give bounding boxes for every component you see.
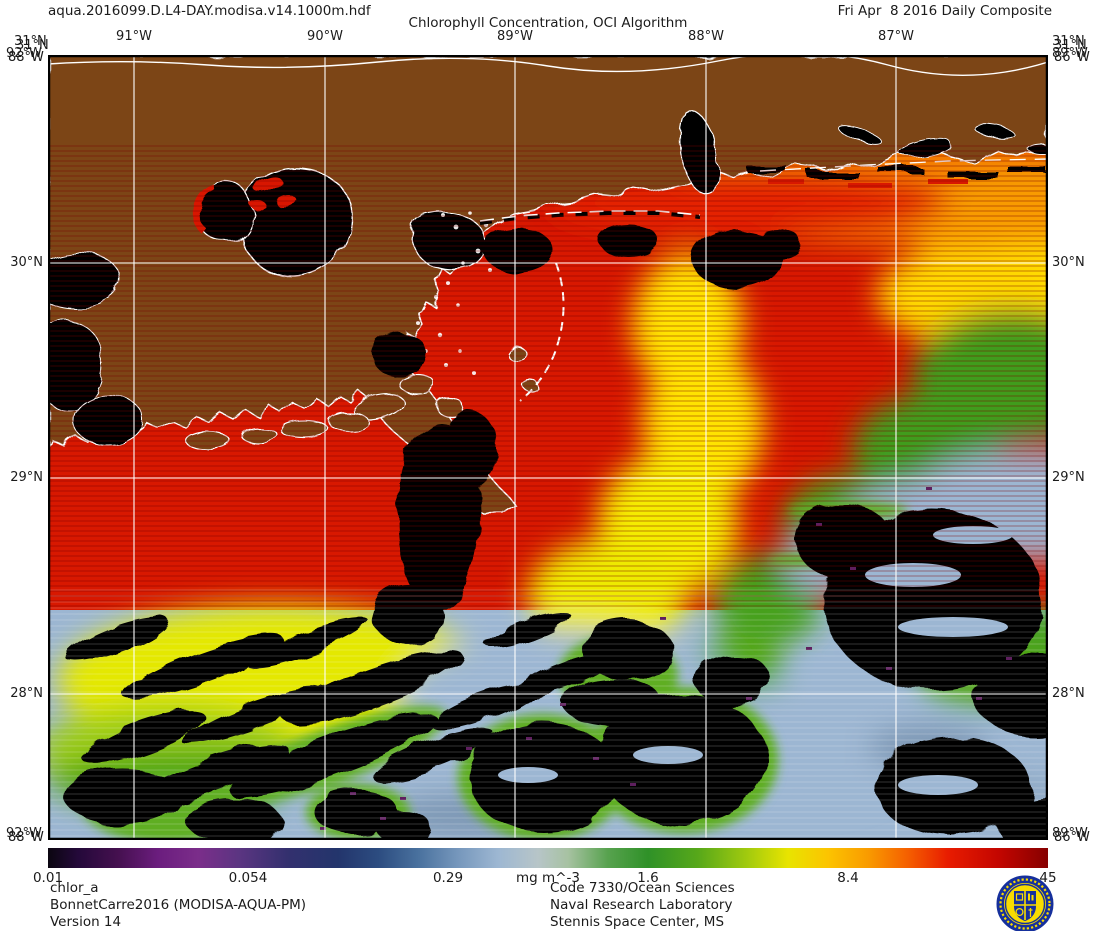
lat-tick-left-29n: 29°N — [10, 470, 43, 485]
colorbar-tick-0: 0.01 — [32, 870, 64, 886]
product-info-block: chlor_a BonnetCarre2016 (MODISA-AQUA-PM)… — [50, 880, 306, 931]
colorbar-tick-2: 0.29 — [432, 870, 464, 886]
scanline-texture-lower — [48, 585, 1048, 840]
colorbar-tick-5: 45 — [1039, 870, 1057, 886]
lat-tick-right-30n: 30°N — [1052, 255, 1085, 270]
date-label: Fri Apr 8 2016 Daily Composite — [837, 3, 1052, 19]
product-variable: chlor_a — [50, 880, 99, 896]
product-project: BonnetCarre2016 (MODISA-AQUA-PM) — [50, 897, 307, 913]
org-code: Code 7330/Ocean Sciences — [550, 880, 735, 896]
source-filename: aqua.2016099.D.L4-DAY.modisa.v14.1000m.h… — [48, 3, 371, 19]
map-canvas — [48, 55, 1048, 840]
lon-tick-89w: 89°W — [497, 29, 533, 44]
lat-tick-left-30n: 30°N — [10, 255, 43, 270]
map-area — [48, 55, 1048, 840]
colorbar-units-label: mg m^-3 — [516, 870, 580, 886]
lat-tick-left-28n: 28°N — [10, 686, 43, 701]
org-location: Stennis Space Center, MS — [550, 914, 725, 930]
scanline-texture-upper — [48, 145, 1048, 610]
lon-tick-90w: 90°W — [307, 29, 343, 44]
lon-tick-87w: 87°W — [878, 29, 914, 44]
page-title: Chlorophyll Concentration, OCI Algorithm — [408, 15, 688, 31]
product-version: Version 14 — [50, 914, 122, 930]
map-frame — [48, 55, 1048, 840]
lon-tick-88w: 88°W — [688, 29, 724, 44]
colorbar-tick-1: 0.054 — [228, 870, 268, 886]
org-name: Naval Research Laboratory — [550, 897, 733, 913]
lon-tick-91w: 91°W — [116, 29, 152, 44]
lat-tick-right-29n: 29°N — [1052, 470, 1085, 485]
colorbar-tick-3: 1.6 — [637, 870, 659, 886]
graticule — [48, 55, 1048, 840]
nrl-seal-icon — [996, 875, 1054, 931]
colorbar-tick-4: 8.4 — [837, 870, 859, 886]
organization-block: Code 7330/Ocean Sciences Naval Research … — [550, 880, 735, 931]
colorbar — [48, 848, 1048, 868]
nrl-seal-logo — [996, 875, 1054, 931]
lat-tick-right-28n: 28°N — [1052, 686, 1085, 701]
north-boundary-line — [48, 55, 1048, 76]
